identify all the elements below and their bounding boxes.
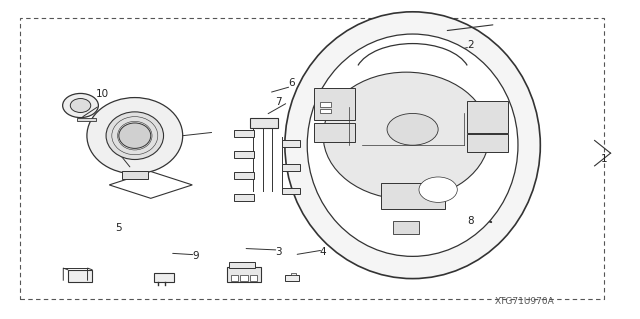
Bar <box>234 194 254 201</box>
Text: 5: 5 <box>116 223 122 233</box>
Bar <box>234 151 254 158</box>
Bar <box>285 275 299 281</box>
Bar <box>229 263 255 268</box>
Bar <box>234 130 254 137</box>
Bar <box>77 118 97 121</box>
Bar <box>68 270 92 282</box>
Bar <box>282 188 300 195</box>
Text: 6: 6 <box>288 78 294 88</box>
Bar <box>467 134 508 152</box>
Text: 1: 1 <box>601 154 607 165</box>
Ellipse shape <box>419 177 458 202</box>
Text: 7: 7 <box>275 97 282 107</box>
Text: 3: 3 <box>275 247 282 256</box>
Bar <box>291 272 296 275</box>
Bar <box>282 164 300 171</box>
Text: 10: 10 <box>96 89 109 100</box>
Text: 9: 9 <box>192 251 199 261</box>
Bar <box>240 275 248 281</box>
Bar <box>320 102 332 107</box>
Ellipse shape <box>387 114 438 145</box>
Ellipse shape <box>323 72 489 199</box>
Bar <box>250 275 257 281</box>
Text: 4: 4 <box>320 247 326 256</box>
Ellipse shape <box>307 34 518 256</box>
Bar <box>230 275 238 281</box>
Ellipse shape <box>466 210 481 220</box>
Bar <box>122 171 148 179</box>
Text: XTG71U970A: XTG71U970A <box>495 297 554 306</box>
Bar <box>282 140 300 147</box>
Text: 2: 2 <box>467 40 474 50</box>
Ellipse shape <box>106 112 164 160</box>
Ellipse shape <box>285 12 540 278</box>
Polygon shape <box>109 172 192 198</box>
Bar <box>250 118 278 128</box>
Ellipse shape <box>119 123 151 148</box>
Bar <box>320 109 332 114</box>
Bar <box>234 172 254 179</box>
Ellipse shape <box>70 99 91 113</box>
Bar <box>467 101 508 132</box>
Bar <box>314 88 355 120</box>
Bar <box>154 273 174 282</box>
Ellipse shape <box>63 93 99 118</box>
Text: 8: 8 <box>467 216 474 226</box>
Bar <box>227 268 260 282</box>
Ellipse shape <box>87 98 182 174</box>
Bar <box>394 221 419 234</box>
Bar <box>381 183 445 209</box>
Bar <box>20 18 604 299</box>
Bar <box>314 123 355 142</box>
